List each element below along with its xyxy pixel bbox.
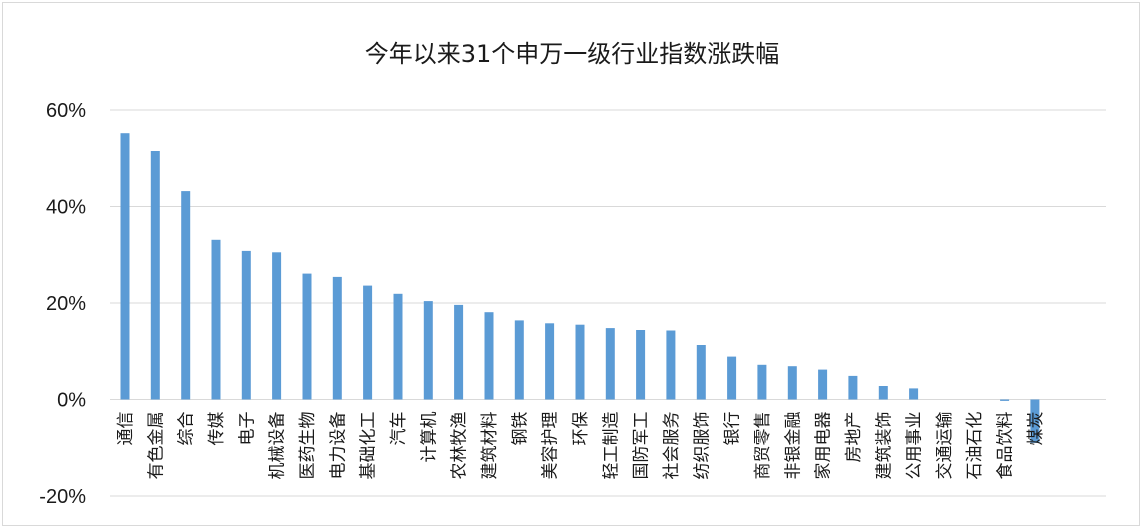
bar — [696, 345, 706, 400]
x-tick-label: 交通运输 — [935, 412, 955, 480]
bar — [120, 133, 130, 400]
x-tick-label: 公用事业 — [905, 412, 925, 480]
x-tick-label: 国防军工 — [632, 412, 652, 480]
y-axis-ticks: -20% 0% 20% 40% 60% — [39, 100, 86, 508]
x-tick-label: 汽车 — [389, 412, 409, 446]
bar — [636, 330, 646, 400]
x-tick-label: 煤炭 — [1026, 412, 1046, 446]
x-tick-label: 建筑装饰 — [874, 412, 894, 480]
x-tick-label: 环保 — [571, 412, 591, 446]
bar — [423, 301, 433, 400]
bar — [1030, 399, 1040, 443]
x-tick-label: 商贸零售 — [753, 412, 773, 480]
bar — [787, 366, 797, 400]
x-tick-label: 钢铁 — [510, 412, 530, 446]
x-tick-label: 家用电器 — [814, 412, 834, 480]
y-tick-label: 40% — [46, 197, 86, 219]
x-tick-label: 电力设备 — [328, 412, 348, 480]
bar — [332, 276, 342, 400]
x-tick-label: 基础化工 — [359, 412, 379, 480]
bar — [575, 324, 585, 400]
bar — [150, 151, 160, 400]
bar — [1000, 399, 1010, 401]
y-tick-label: -20% — [39, 486, 86, 508]
bar — [727, 356, 737, 400]
x-axis-ticks: 通信 有色金属 综合 传媒 电子 机械设备 医药生物 电力设备 基础化工 汽车 计算机 农林牧渔 建筑材… — [116, 411, 1046, 479]
bar — [484, 312, 494, 400]
x-tick-label: 房地产 — [844, 412, 864, 463]
chart-title: 今年以来31个申万一级行业指数涨跌幅 — [365, 40, 780, 68]
x-tick-label: 农林牧渔 — [450, 412, 470, 480]
bar — [757, 364, 767, 400]
y-tick-label: 60% — [46, 100, 86, 122]
x-tick-label: 食品饮料 — [996, 412, 1016, 480]
x-tick-label: 传媒 — [207, 412, 227, 446]
bar — [181, 191, 191, 400]
x-tick-label: 社会服务 — [662, 412, 682, 480]
bar — [272, 252, 282, 400]
x-tick-label: 纺织服饰 — [692, 412, 712, 480]
bar — [545, 323, 555, 400]
bar — [878, 386, 888, 400]
y-tick-label: 20% — [46, 293, 86, 315]
bar — [211, 239, 221, 400]
bar — [605, 328, 615, 400]
x-tick-label: 美容护理 — [541, 412, 561, 480]
bar — [241, 250, 251, 400]
x-tick-label: 银行 — [723, 412, 743, 446]
bar — [363, 285, 373, 400]
x-tick-label: 建筑材料 — [480, 411, 500, 479]
x-tick-label: 综合 — [177, 412, 197, 446]
x-tick-label: 轻工制造 — [601, 412, 621, 480]
bar — [909, 388, 919, 400]
x-tick-label: 电子 — [237, 412, 257, 446]
bar — [666, 330, 676, 400]
bar — [848, 375, 858, 400]
y-tick-label: 0% — [57, 390, 86, 412]
bar — [514, 320, 524, 400]
x-tick-label: 石油石化 — [965, 412, 985, 480]
bars — [120, 133, 1040, 443]
x-tick-label: 计算机 — [419, 412, 439, 463]
x-tick-label: 机械设备 — [268, 412, 288, 480]
x-tick-label: 通信 — [116, 412, 136, 446]
bar — [818, 369, 828, 400]
bar — [302, 273, 312, 400]
bar — [454, 304, 464, 400]
x-tick-label: 医药生物 — [298, 412, 318, 480]
x-tick-label: 有色金属 — [146, 412, 166, 480]
bar — [393, 293, 403, 400]
x-tick-label: 非银金融 — [783, 412, 803, 480]
